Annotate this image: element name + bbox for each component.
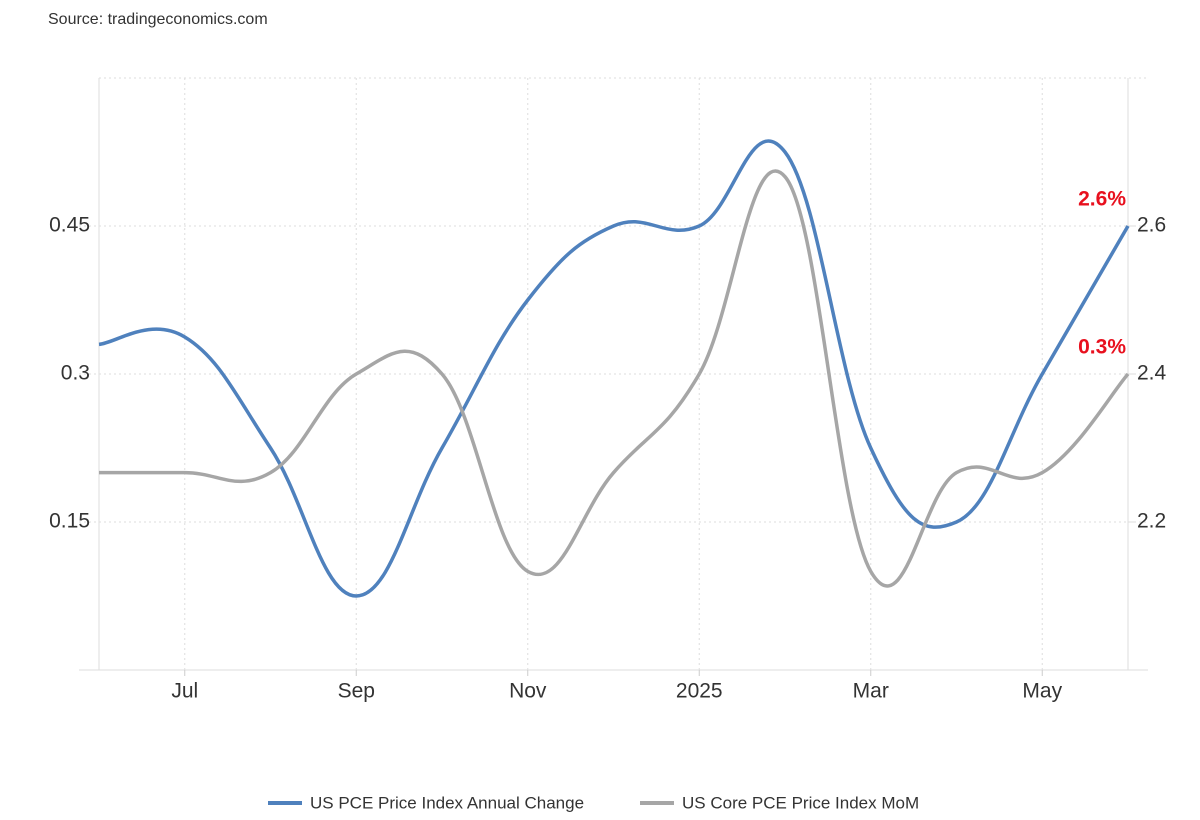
series-line — [99, 169, 1130, 588]
legend-label: US PCE Price Index Annual Change — [310, 793, 584, 812]
x-tick-label: Sep — [338, 680, 375, 703]
x-tick-label: Mar — [853, 680, 889, 703]
legend-label: US Core PCE Price Index MoM — [682, 793, 919, 812]
x-tick-label: 2025 — [676, 680, 723, 703]
y2-tick-label: 2.6 — [1137, 214, 1166, 237]
source: Source: tradingeconomics.com — [48, 11, 268, 28]
x-tick-label: May — [1022, 680, 1062, 703]
y2-tick-label: 2.2 — [1137, 510, 1166, 533]
value-label: 2.6% — [1078, 188, 1126, 211]
y-tick-label: 0.3 — [61, 362, 90, 385]
value-label: 0.3% — [1078, 336, 1126, 359]
y-tick-label: 0.15 — [49, 510, 90, 533]
series-line — [98, 139, 1130, 598]
x-tick-label: Jul — [171, 680, 198, 703]
y2-tick-label: 2.4 — [1137, 362, 1167, 385]
y-tick-label: 0.45 — [49, 214, 90, 237]
x-tick-label: Nov — [509, 680, 547, 703]
